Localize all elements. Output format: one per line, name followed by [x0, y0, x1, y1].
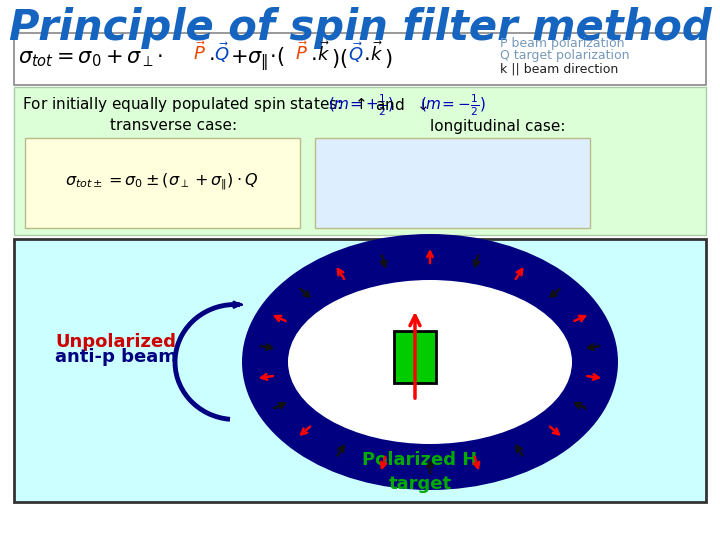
Text: $+ \sigma_{\|}\!\cdot\!($: $+ \sigma_{\|}\!\cdot\!($	[230, 45, 285, 73]
Text: $(m\!=\!+\!\frac{1}{2})$: $(m\!=\!+\!\frac{1}{2})$	[328, 92, 394, 118]
Bar	[14, 87, 706, 235]
Text: Q target polarization: Q target polarization	[500, 50, 629, 63]
Text: transverse case:: transverse case:	[110, 118, 237, 133]
Text: k || beam direction: k || beam direction	[500, 63, 618, 76]
Text: $\cdot$: $\cdot$	[208, 50, 215, 69]
Text: $\vec{Q}$: $\vec{Q}$	[348, 40, 364, 65]
Text: $)$: $)$	[384, 48, 392, 71]
Text: $\sigma_{tot} = \sigma_0 + \sigma_\perp\!\cdot\!$: $\sigma_{tot} = \sigma_0 + \sigma_\perp\…	[18, 49, 163, 69]
Bar	[394, 331, 436, 383]
Text: $(m\!=\!-\!\frac{1}{2})$: $(m\!=\!-\!\frac{1}{2})$	[420, 92, 486, 118]
Text: longitudinal case:: longitudinal case:	[430, 118, 565, 133]
Ellipse shape	[242, 234, 618, 490]
Bar	[14, 33, 706, 85]
Bar	[14, 239, 706, 502]
Text: $\vec{k}$: $\vec{k}$	[317, 41, 330, 65]
Text: $\cdot$: $\cdot$	[310, 50, 316, 69]
Text: and  $\downarrow$: and $\downarrow$	[375, 97, 428, 113]
Text: For initially equally populated spin states:  $\uparrow$: For initially equally populated spin sta…	[22, 96, 366, 114]
Text: $\vec{k}$: $\vec{k}$	[370, 41, 383, 65]
Text: Unpolarized: Unpolarized	[55, 333, 176, 351]
Text: anti-p beam: anti-p beam	[55, 348, 177, 366]
Text: $\sigma_{tot\pm} = \sigma_0 \pm (\sigma_\perp + \sigma_\|)\cdot Q$: $\sigma_{tot\pm} = \sigma_0 \pm (\sigma_…	[66, 172, 258, 192]
Bar	[315, 138, 590, 228]
Text: $\vec{P}$: $\vec{P}$	[193, 42, 206, 64]
Text: Principle of spin filter method: Principle of spin filter method	[9, 7, 711, 49]
Text: $\cdot$: $\cdot$	[363, 50, 369, 69]
Text: P beam polarization: P beam polarization	[500, 37, 624, 50]
Text: Polarized H
target: Polarized H target	[362, 451, 477, 493]
Text: $\vec{Q}$: $\vec{Q}$	[214, 40, 230, 65]
Ellipse shape	[288, 280, 572, 444]
Text: $\vec{P}$: $\vec{P}$	[295, 42, 308, 64]
Text: $)($: $)($	[331, 48, 348, 71]
Bar	[25, 138, 300, 228]
